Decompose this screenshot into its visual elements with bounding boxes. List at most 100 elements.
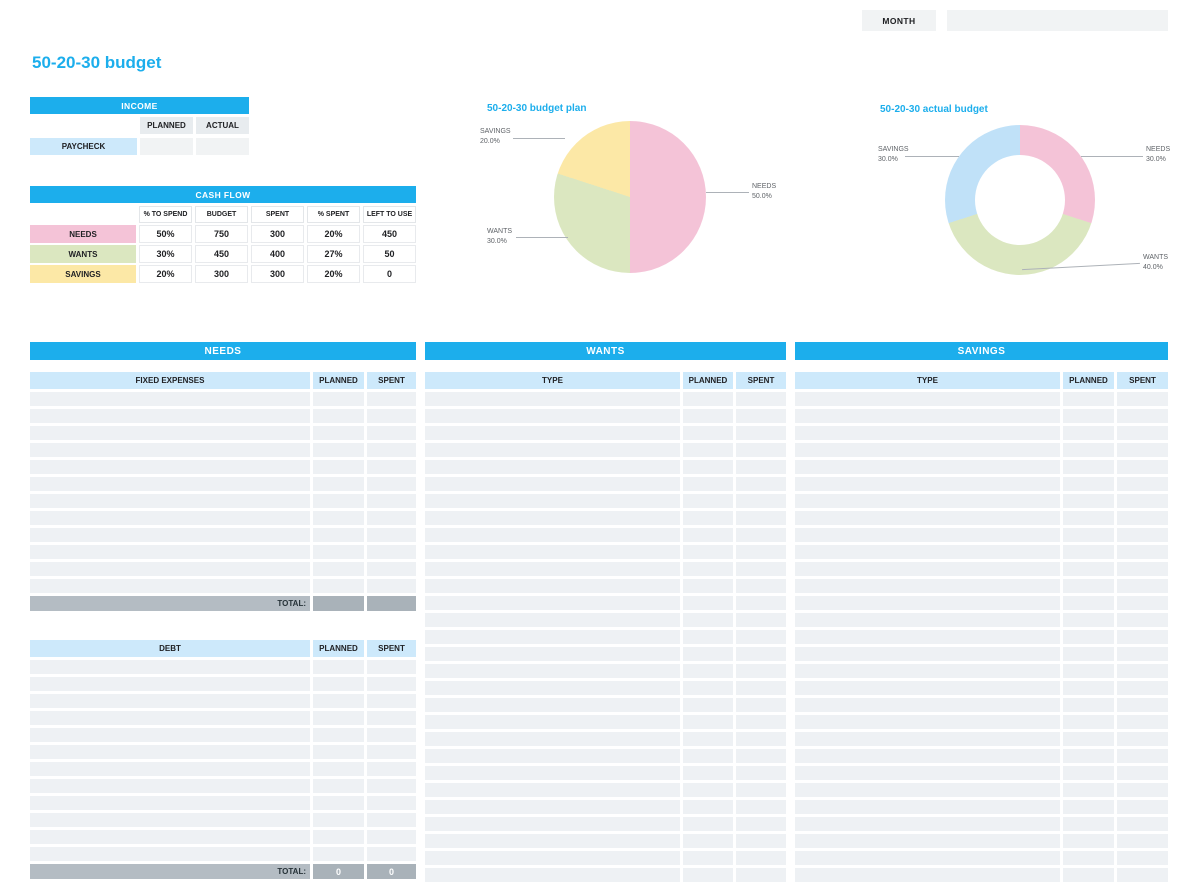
empty-cell[interactable]	[313, 528, 364, 542]
empty-cell[interactable]	[736, 596, 786, 610]
empty-cell[interactable]	[1063, 511, 1114, 525]
empty-cell[interactable]	[736, 749, 786, 763]
empty-cell[interactable]	[683, 460, 733, 474]
empty-cell[interactable]	[1117, 562, 1168, 576]
empty-cell[interactable]	[367, 443, 416, 457]
empty-cell[interactable]	[795, 460, 1060, 474]
empty-cell[interactable]	[1063, 596, 1114, 610]
empty-cell[interactable]	[1117, 630, 1168, 644]
empty-cell[interactable]	[795, 732, 1060, 746]
empty-cell[interactable]	[683, 528, 733, 542]
empty-cell[interactable]	[425, 647, 680, 661]
empty-cell[interactable]	[683, 596, 733, 610]
empty-cell[interactable]	[313, 511, 364, 525]
empty-cell[interactable]	[683, 443, 733, 457]
empty-cell[interactable]	[30, 460, 310, 474]
empty-cell[interactable]	[1117, 664, 1168, 678]
empty-cell[interactable]	[736, 647, 786, 661]
empty-cell[interactable]	[1063, 834, 1114, 848]
empty-cell[interactable]	[1063, 630, 1114, 644]
empty-cell[interactable]	[1063, 698, 1114, 712]
empty-cell[interactable]	[683, 477, 733, 491]
empty-cell[interactable]	[683, 749, 733, 763]
empty-cell[interactable]	[683, 681, 733, 695]
empty-cell[interactable]	[425, 409, 680, 423]
empty-cell[interactable]	[795, 681, 1060, 695]
savings-spent-cell[interactable]: 300	[251, 265, 304, 283]
empty-cell[interactable]	[1117, 528, 1168, 542]
paycheck-actual-cell[interactable]	[196, 138, 249, 155]
empty-cell[interactable]	[313, 694, 364, 708]
empty-cell[interactable]	[795, 800, 1060, 814]
empty-cell[interactable]	[683, 715, 733, 729]
empty-cell[interactable]	[1117, 460, 1168, 474]
empty-cell[interactable]	[30, 728, 310, 742]
empty-cell[interactable]	[367, 847, 416, 861]
needs-left-cell[interactable]: 450	[363, 225, 416, 243]
empty-cell[interactable]	[736, 613, 786, 627]
empty-cell[interactable]	[736, 477, 786, 491]
empty-cell[interactable]	[1063, 562, 1114, 576]
empty-cell[interactable]	[425, 443, 680, 457]
empty-cell[interactable]	[1063, 664, 1114, 678]
wants-budget-cell[interactable]: 450	[195, 245, 248, 263]
empty-cell[interactable]	[313, 728, 364, 742]
empty-cell[interactable]	[367, 579, 416, 593]
empty-cell[interactable]	[736, 511, 786, 525]
wants-spent-cell[interactable]: 400	[251, 245, 304, 263]
empty-cell[interactable]	[425, 868, 680, 882]
savings-pct-spent-cell[interactable]: 20%	[307, 265, 360, 283]
empty-cell[interactable]	[736, 851, 786, 865]
empty-cell[interactable]	[795, 783, 1060, 797]
empty-cell[interactable]	[795, 817, 1060, 831]
empty-cell[interactable]	[30, 779, 310, 793]
empty-cell[interactable]	[425, 528, 680, 542]
empty-cell[interactable]	[795, 664, 1060, 678]
empty-cell[interactable]	[313, 494, 364, 508]
empty-cell[interactable]	[313, 847, 364, 861]
empty-cell[interactable]	[367, 711, 416, 725]
empty-cell[interactable]	[683, 851, 733, 865]
empty-cell[interactable]	[30, 847, 310, 861]
empty-cell[interactable]	[1063, 443, 1114, 457]
empty-cell[interactable]	[736, 868, 786, 882]
empty-cell[interactable]	[367, 779, 416, 793]
empty-cell[interactable]	[30, 409, 310, 423]
empty-cell[interactable]	[1063, 409, 1114, 423]
empty-cell[interactable]	[313, 409, 364, 423]
empty-cell[interactable]	[683, 630, 733, 644]
empty-cell[interactable]	[425, 511, 680, 525]
empty-cell[interactable]	[1117, 732, 1168, 746]
empty-cell[interactable]	[425, 664, 680, 678]
empty-cell[interactable]	[313, 796, 364, 810]
empty-cell[interactable]	[795, 528, 1060, 542]
empty-cell[interactable]	[1117, 511, 1168, 525]
empty-cell[interactable]	[795, 443, 1060, 457]
needs-pct-to-spend-cell[interactable]: 50%	[139, 225, 192, 243]
empty-cell[interactable]	[313, 443, 364, 457]
empty-cell[interactable]	[683, 579, 733, 593]
empty-cell[interactable]	[425, 749, 680, 763]
empty-cell[interactable]	[425, 545, 680, 559]
empty-cell[interactable]	[1063, 817, 1114, 831]
empty-cell[interactable]	[736, 817, 786, 831]
empty-cell[interactable]	[30, 494, 310, 508]
empty-cell[interactable]	[30, 545, 310, 559]
empty-cell[interactable]	[736, 783, 786, 797]
empty-cell[interactable]	[736, 392, 786, 406]
empty-cell[interactable]	[683, 698, 733, 712]
month-input[interactable]	[947, 10, 1168, 31]
empty-cell[interactable]	[367, 392, 416, 406]
empty-cell[interactable]	[313, 660, 364, 674]
savings-pct-to-spend-cell[interactable]: 20%	[139, 265, 192, 283]
empty-cell[interactable]	[313, 460, 364, 474]
empty-cell[interactable]	[313, 711, 364, 725]
empty-cell[interactable]	[30, 443, 310, 457]
empty-cell[interactable]	[425, 851, 680, 865]
empty-cell[interactable]	[30, 745, 310, 759]
empty-cell[interactable]	[30, 762, 310, 776]
empty-cell[interactable]	[30, 426, 310, 440]
empty-cell[interactable]	[736, 681, 786, 695]
empty-cell[interactable]	[795, 579, 1060, 593]
empty-cell[interactable]	[736, 579, 786, 593]
